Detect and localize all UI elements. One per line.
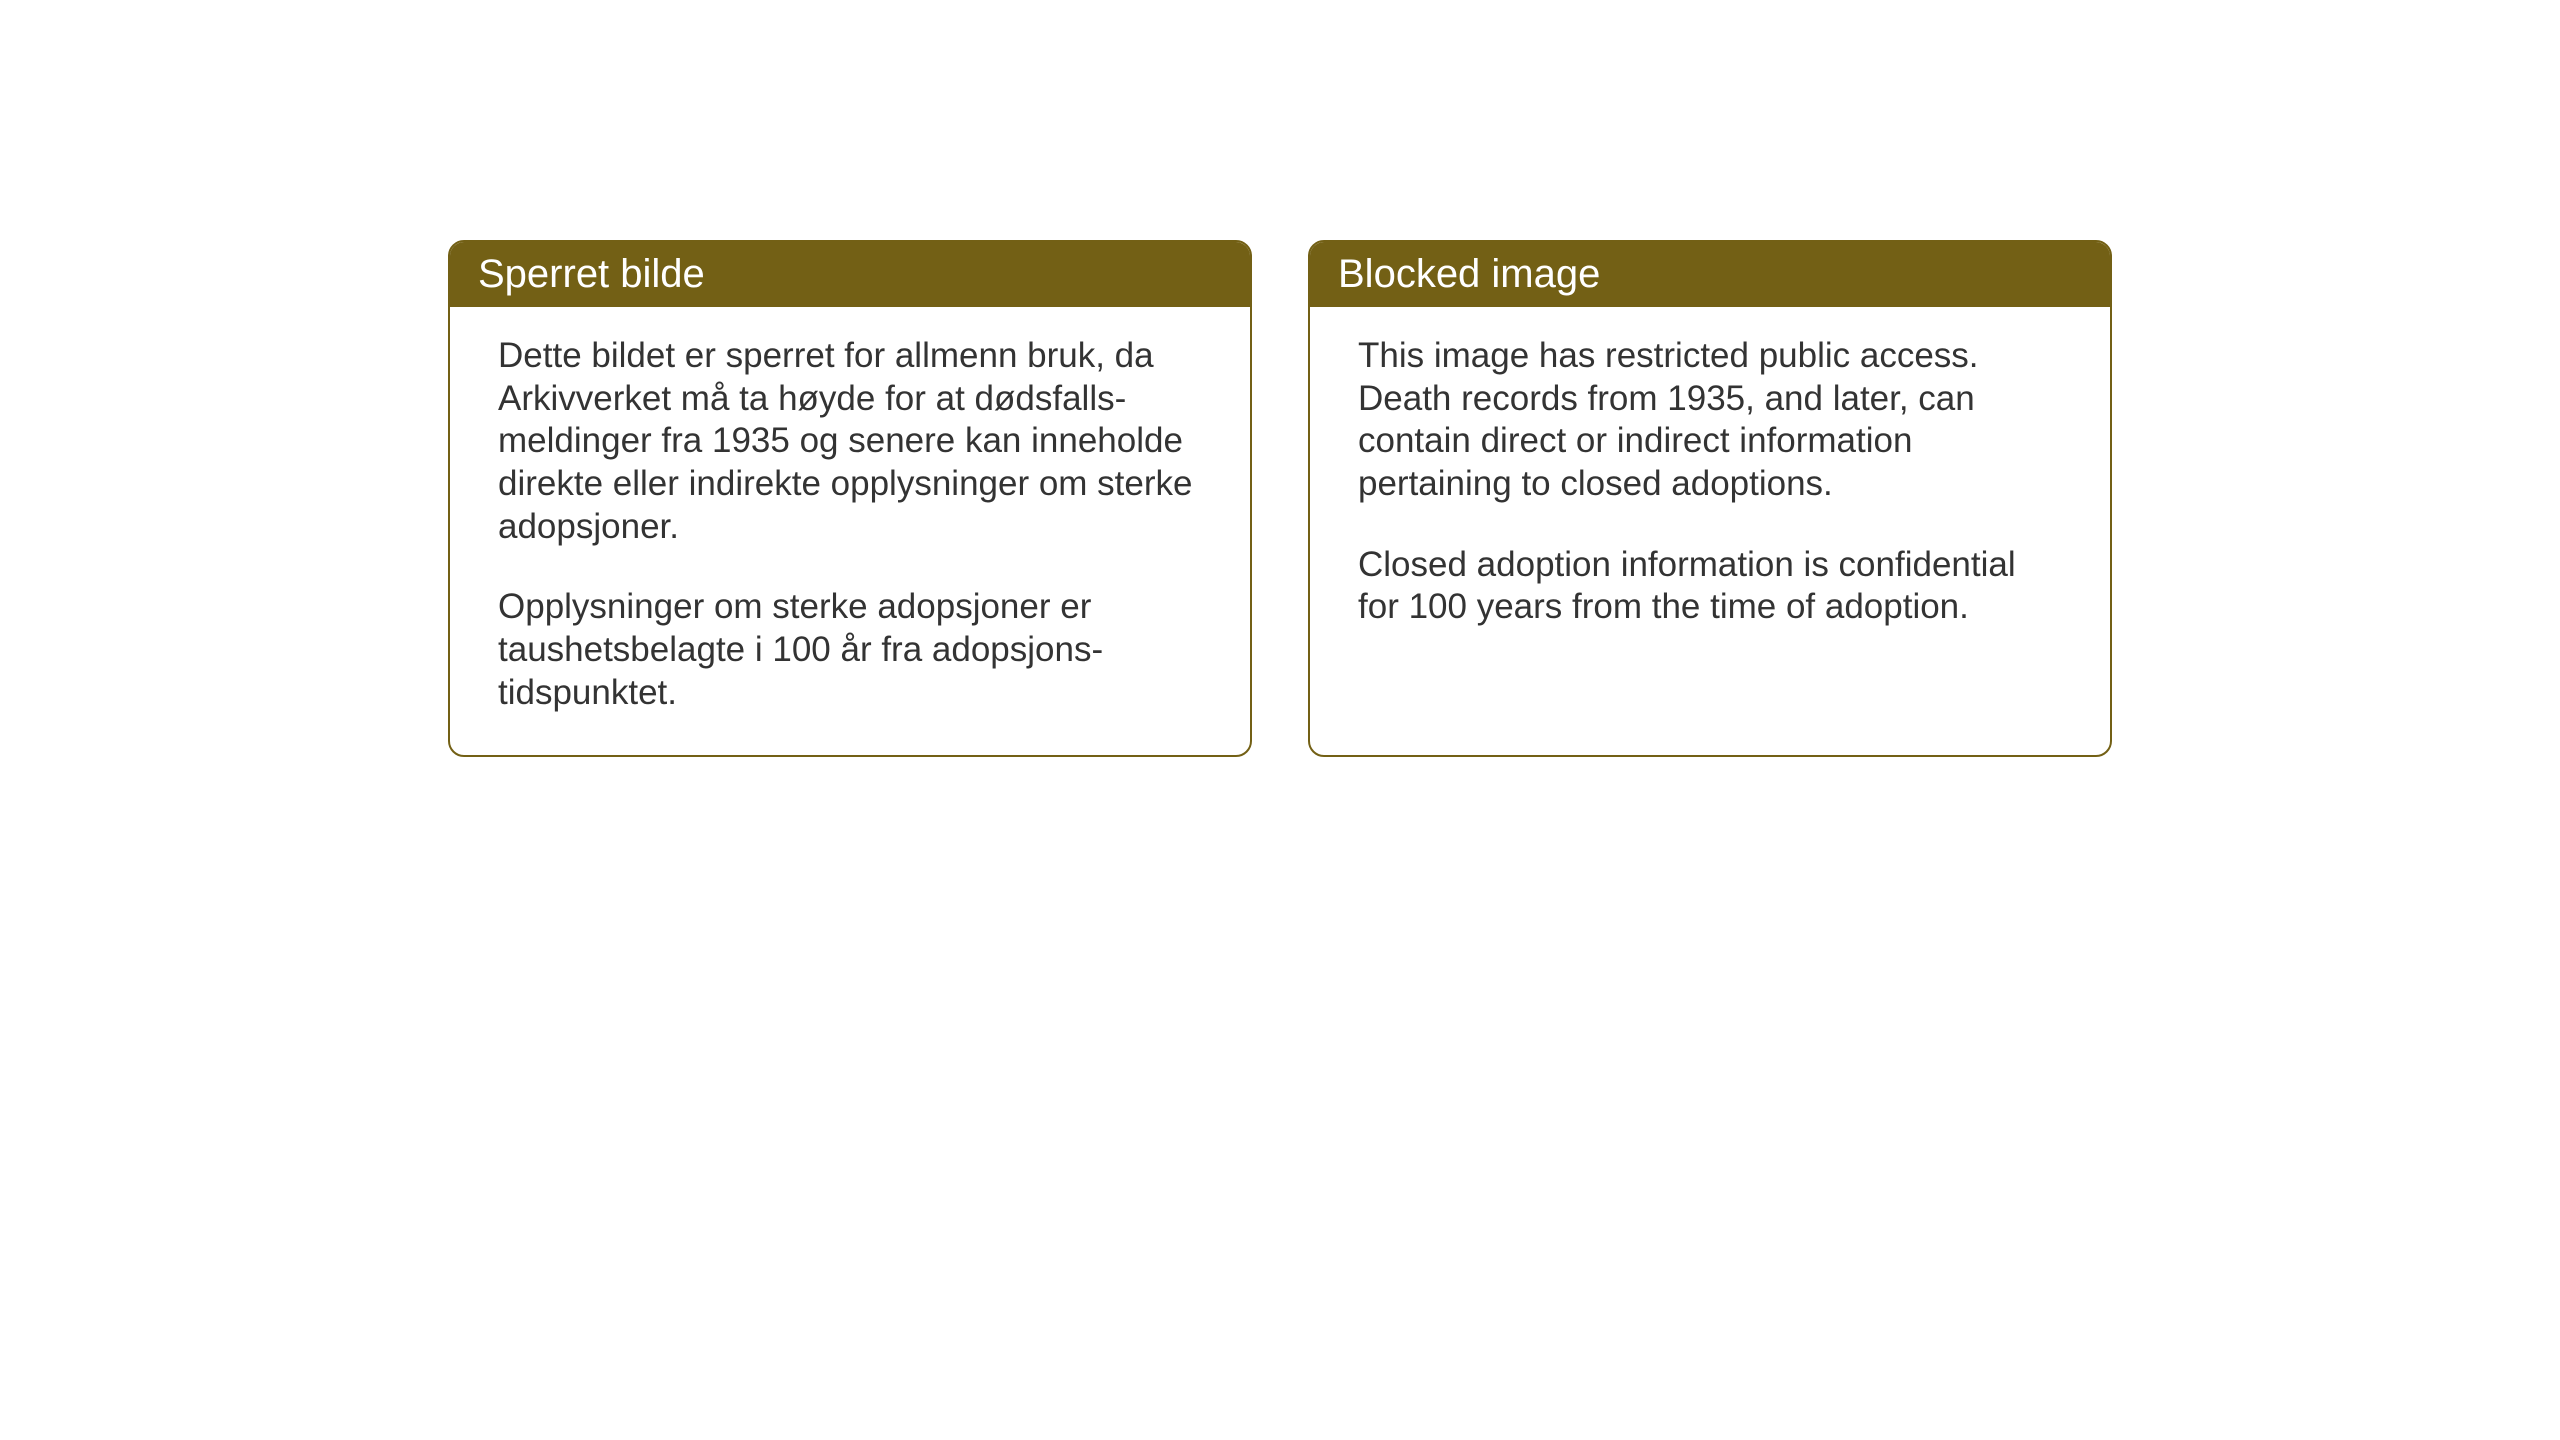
card-title-norwegian: Sperret bilde [478,252,705,296]
card-header-english: Blocked image [1310,242,2110,307]
card-body-english: This image has restricted public access.… [1310,307,2110,669]
notice-container: Sperret bilde Dette bildet er sperret fo… [448,240,2112,757]
notice-card-norwegian: Sperret bilde Dette bildet er sperret fo… [448,240,1252,757]
card-title-english: Blocked image [1338,252,1600,296]
card-header-norwegian: Sperret bilde [450,242,1250,307]
paragraph-norwegian-1: Dette bildet er sperret for allmenn bruk… [498,335,1202,548]
paragraph-norwegian-2: Opplysninger om sterke adopsjoner er tau… [498,586,1202,714]
paragraph-english-2: Closed adoption information is confident… [1358,544,2062,629]
card-body-norwegian: Dette bildet er sperret for allmenn bruk… [450,307,1250,755]
notice-card-english: Blocked image This image has restricted … [1308,240,2112,757]
paragraph-english-1: This image has restricted public access.… [1358,335,2062,506]
